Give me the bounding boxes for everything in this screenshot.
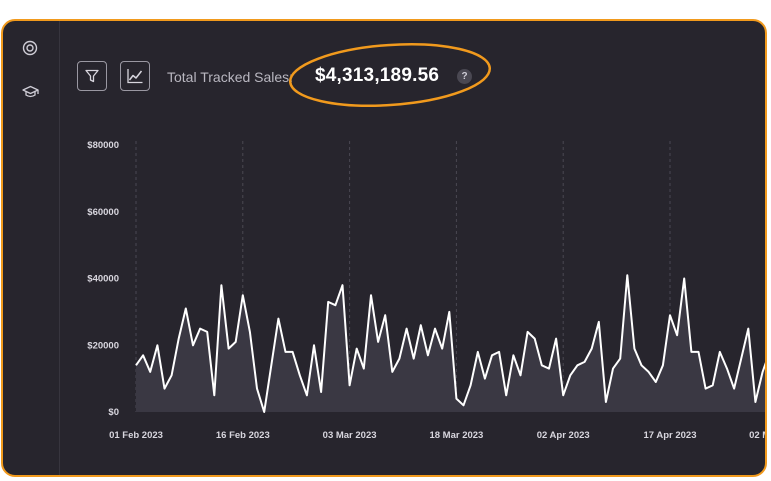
y-tick-label: $0 bbox=[108, 407, 119, 418]
y-axis-labels: $0 $20000 $40000 $60000 $80000 bbox=[87, 140, 119, 418]
sales-line bbox=[135, 274, 765, 413]
x-tick-label: 02 May 2023 bbox=[749, 430, 767, 441]
target-icon[interactable] bbox=[19, 37, 41, 59]
line-chart-icon bbox=[127, 69, 143, 84]
sales-area bbox=[136, 275, 765, 412]
sidebar bbox=[3, 21, 60, 475]
y-tick-label: $80000 bbox=[87, 140, 119, 151]
highlight-ellipse bbox=[288, 43, 492, 107]
x-tick-label: 02 Apr 2023 bbox=[537, 430, 590, 441]
sales-chart: $0 $20000 $40000 $60000 $80000 01 Feb 2023 16… bbox=[87, 140, 767, 441]
dashboard-panel: Total Tracked Sales: $4,313,189.56 ? $0 $… bbox=[1, 19, 767, 477]
filter-icon bbox=[85, 69, 99, 83]
total-sales-value: $4,313,189.56 bbox=[315, 65, 440, 86]
x-tick-label: 17 Apr 2023 bbox=[644, 430, 697, 441]
total-sales-label: Total Tracked Sales: bbox=[167, 69, 294, 85]
y-tick-label: $40000 bbox=[87, 274, 119, 285]
x-tick-label: 01 Feb 2023 bbox=[109, 430, 163, 441]
chart-type-button[interactable] bbox=[120, 61, 150, 91]
help-icon[interactable]: ? bbox=[457, 69, 472, 84]
graduation-cap-icon[interactable] bbox=[19, 81, 41, 103]
x-tick-label: 18 Mar 2023 bbox=[429, 430, 483, 441]
x-axis-labels: 01 Feb 2023 16 Feb 2023 03 Mar 2023 18 Mar … bbox=[109, 430, 767, 441]
x-tick-label: 03 Mar 2023 bbox=[323, 430, 377, 441]
filter-button[interactable] bbox=[77, 61, 107, 91]
x-tick-label: 16 Feb 2023 bbox=[216, 430, 270, 441]
y-tick-label: $20000 bbox=[87, 340, 119, 351]
y-tick-label: $60000 bbox=[87, 207, 119, 218]
